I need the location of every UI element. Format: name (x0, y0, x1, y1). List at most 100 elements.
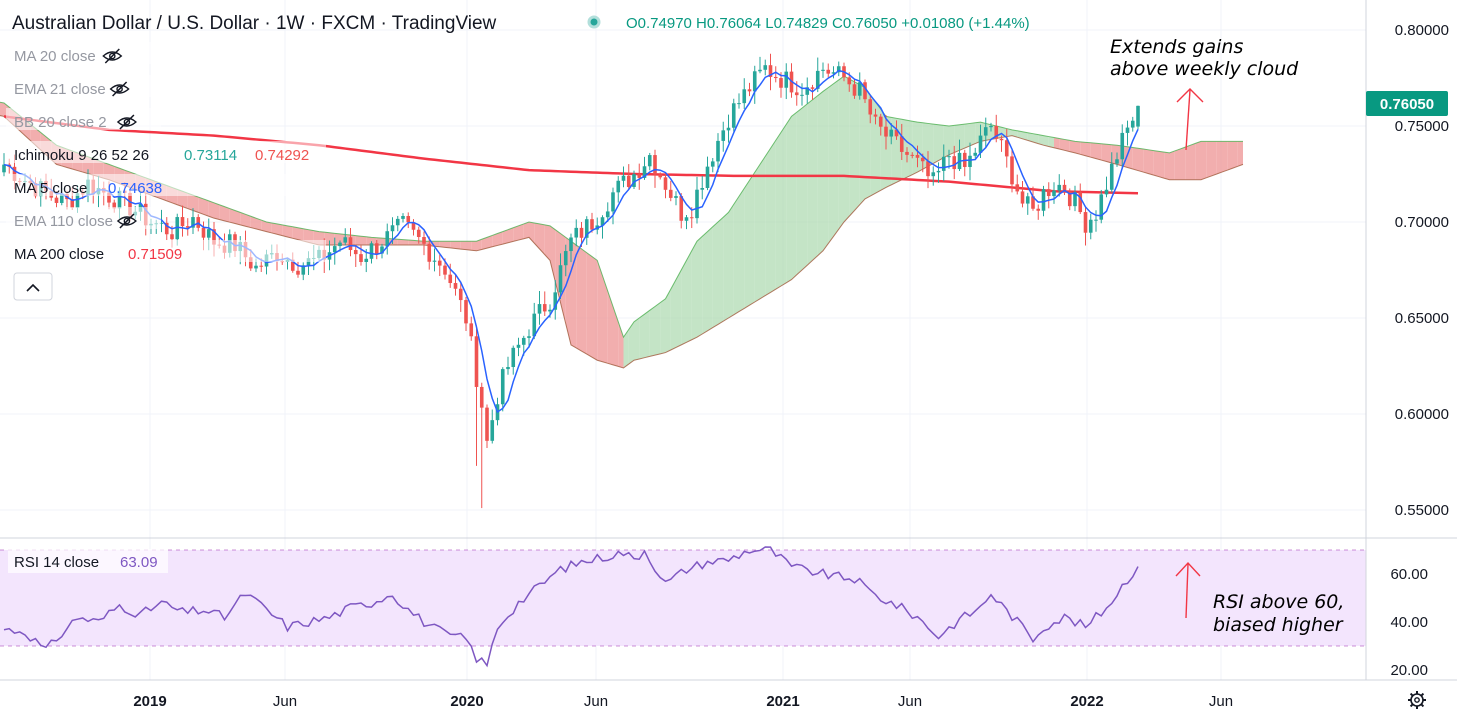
cloud-segment-bullish (628, 321, 634, 365)
candle-up (805, 77, 810, 104)
annotation-cloud-line1: Extends gains (1110, 36, 1243, 58)
candle-up (369, 241, 374, 264)
market-status-icon[interactable] (587, 15, 601, 29)
candle-up (621, 166, 626, 188)
cloud-segment-bullish (807, 99, 813, 266)
cloud-segment-bullish (670, 279, 676, 350)
rsi-legend-label: RSI 14 close (14, 554, 99, 571)
rsi-legend-value: 63.09 (120, 554, 158, 571)
candle-down (1031, 186, 1035, 211)
candle-down (747, 82, 752, 97)
candle-up (574, 219, 579, 247)
legend-label[interactable]: BB 20 close 2 (14, 114, 107, 131)
candle-down (416, 226, 421, 244)
cloud-segment-bullish (1043, 135, 1049, 147)
legend-label[interactable]: MA 20 close (14, 48, 96, 65)
candle-down (994, 114, 999, 143)
candle-down (1004, 128, 1009, 168)
cloud-segment-bearish (581, 248, 587, 355)
cloud-segment-bullish (644, 310, 650, 358)
cloud-segment-bearish (607, 291, 613, 365)
legend-row-bg (6, 141, 326, 163)
legend-label[interactable]: Ichimoku 9 26 52 26 (14, 147, 149, 164)
candle-up (983, 117, 988, 149)
candle-down (374, 239, 379, 260)
time-tick-label: Jun (584, 693, 608, 710)
cloud-segment-bearish (513, 225, 519, 242)
cloud-segment-bearish (597, 260, 603, 362)
candle-up (527, 329, 531, 348)
candle-up (1120, 124, 1125, 169)
collapse-legend-button[interactable] (13, 272, 53, 301)
indicator-legend: MA 20 close EMA 21 close BB 20 close 2 Ichi… (6, 42, 326, 263)
candle-up (742, 78, 747, 109)
candle-up (1125, 120, 1130, 146)
eye-off-icon[interactable] (102, 48, 123, 64)
cloud-segment-bullish (833, 79, 839, 237)
cloud-segment-bearish (240, 212, 246, 227)
legend-label[interactable]: EMA 110 close (14, 213, 113, 230)
cloud-segment-bearish (298, 227, 304, 242)
candle-down (779, 72, 783, 98)
cloud-segment-bullish (754, 164, 760, 302)
candle-up (500, 367, 505, 412)
candle-down (464, 296, 468, 332)
cloud-segment-bearish (550, 225, 556, 282)
time-axis[interactable]: 2019 Jun 2020 Jun 2021 Jun 2022 Jun (133, 693, 1233, 710)
candle-up (301, 262, 306, 281)
eye-off-icon[interactable] (116, 114, 137, 130)
rsi-axis[interactable]: 60.00 40.00 20.00 (1390, 566, 1428, 679)
candle-up (343, 228, 348, 246)
candle-down (910, 152, 915, 159)
cloud-segment-bearish (282, 224, 288, 237)
cloud-segment-bullish (817, 91, 823, 256)
annotation-arrow-price (1176, 88, 1204, 151)
candle-down (1062, 179, 1067, 196)
cloud-segment-bearish (376, 237, 382, 246)
cloud-segment-bearish (481, 237, 487, 250)
legend-label[interactable]: MA 200 close (14, 246, 104, 263)
cloud-segment-bearish (1090, 142, 1096, 159)
cloud-segment-bullish (828, 83, 834, 244)
cloud-segment-bearish (471, 241, 477, 251)
cloud-segment-bullish (838, 76, 844, 230)
candle-up (332, 237, 337, 265)
eye-off-icon[interactable] (109, 81, 130, 97)
cloud-segment-bearish (434, 241, 440, 247)
cloud-segment-bearish (1106, 144, 1112, 163)
cloud-segment-bearish (287, 225, 293, 239)
candle-up (989, 122, 993, 132)
cloud-segment-bullish (702, 231, 708, 334)
eye-off-icon[interactable] (116, 213, 137, 229)
candle-up (721, 121, 726, 152)
cloud-segment-bearish (445, 241, 451, 248)
cloud-segment-bullish (954, 124, 960, 153)
candle-up (401, 213, 405, 223)
cloud-segment-bearish (187, 193, 193, 211)
legend-label[interactable]: MA 5 close (14, 180, 87, 197)
cloud-segment-bearish (487, 235, 493, 249)
legend-label[interactable]: EMA 21 close (14, 81, 106, 98)
cloud-segment-bearish (1190, 143, 1196, 180)
cloud-segment-bullish (859, 84, 865, 205)
settings-gear-icon[interactable] (1408, 691, 1426, 709)
candle-down (637, 163, 642, 190)
time-tick-label: 2022 (1070, 693, 1103, 710)
price-axis[interactable]: 0.80000 0.75000 0.70000 0.65000 0.60000 0.550… (1395, 22, 1449, 519)
candle-up (716, 133, 720, 173)
candle-up (1115, 152, 1119, 167)
cloud-segment-bullish (786, 116, 792, 283)
candle-up (695, 176, 699, 224)
cloud-segment-bearish (1127, 146, 1133, 170)
candle-down (626, 164, 631, 190)
last-price-tag: 0.76050 (1366, 91, 1448, 116)
candle-up (800, 83, 804, 106)
cloud-segment-bearish (329, 232, 335, 246)
cloud-segment-bearish (219, 204, 225, 221)
time-tick-label: Jun (273, 693, 297, 710)
cloud-segment-bearish (1180, 147, 1186, 180)
cloud-segment-bullish (707, 226, 713, 331)
candle-up (674, 191, 678, 206)
candle-up (605, 202, 610, 223)
